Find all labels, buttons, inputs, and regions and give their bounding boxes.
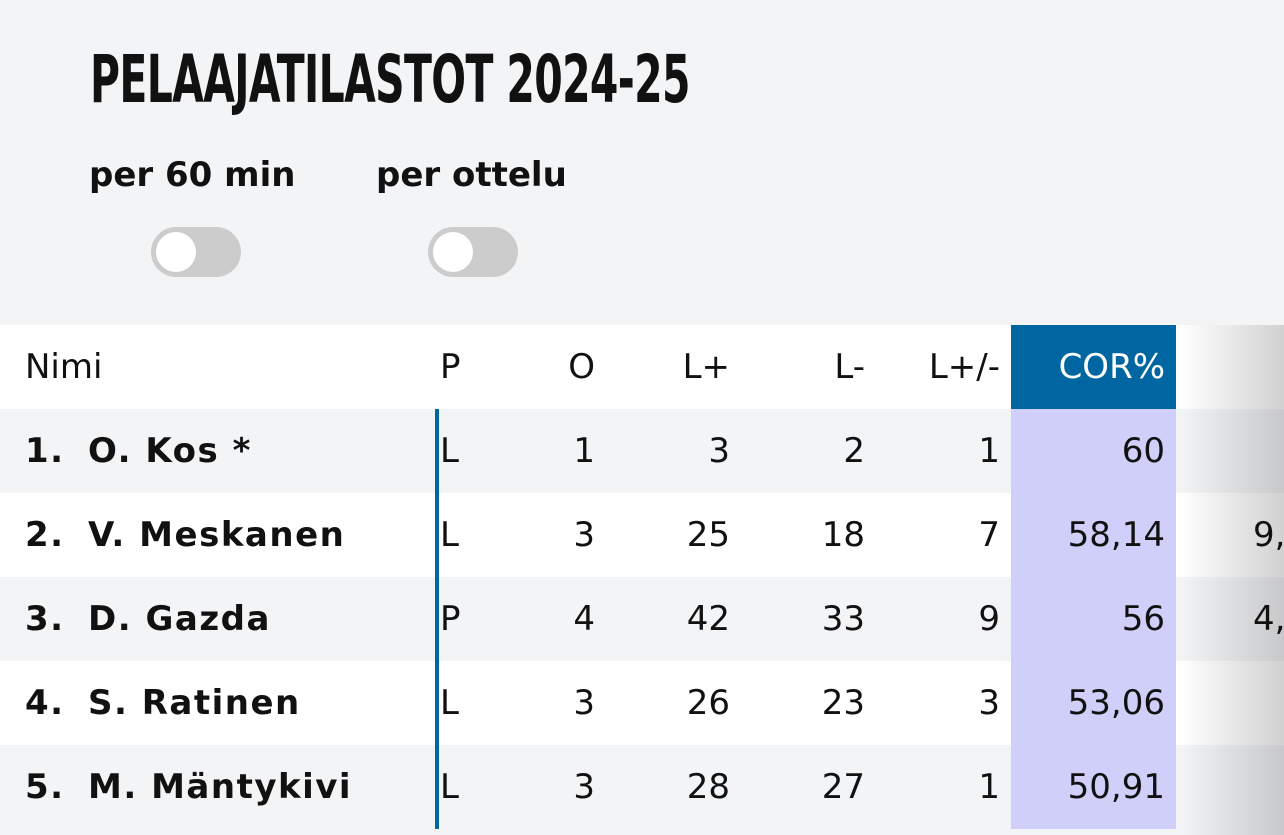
column-header: Nimi — [25, 347, 103, 387]
cell-plus: 25 — [686, 515, 730, 555]
cell-minus: 33 — [821, 599, 865, 639]
cell-cor: 56 — [1121, 599, 1165, 639]
cell-next: 9, — [1253, 515, 1284, 555]
highlight-header — [1011, 325, 1176, 409]
cell-name[interactable]: M. Mäntykivi — [88, 767, 353, 807]
cell-games: 3 — [573, 515, 595, 555]
cell-plus: 3 — [708, 431, 730, 471]
cell-next: 4, — [1253, 599, 1284, 639]
cell-position: L — [440, 683, 459, 723]
cell-plus: 28 — [686, 767, 730, 807]
cell-cor: 50,91 — [1067, 767, 1165, 807]
toggle-switch[interactable] — [428, 227, 518, 277]
column-header: COR% — [1058, 347, 1165, 387]
cell-minus: 18 — [821, 515, 865, 555]
cell-diff: 3 — [978, 683, 1000, 723]
highlight-column — [1011, 409, 1176, 829]
column-header: L+/- — [928, 347, 1000, 387]
cell-position: L — [440, 767, 459, 807]
cell-minus: 23 — [821, 683, 865, 723]
cell-position: L — [440, 515, 459, 555]
cell-diff: 1 — [978, 767, 1000, 807]
cell-position: L — [440, 431, 459, 471]
cell-diff: 1 — [978, 431, 1000, 471]
column-header: L+ — [682, 347, 730, 387]
divider — [435, 409, 439, 829]
cell-diff: 7 — [978, 515, 1000, 555]
cell-cor: 58,14 — [1067, 515, 1165, 555]
cell-name[interactable]: S. Ratinen — [88, 683, 301, 723]
cell-rank: 4. — [25, 683, 65, 723]
cell-games: 1 — [573, 431, 595, 471]
cell-diff: 9 — [978, 599, 1000, 639]
toggle-knob — [433, 232, 473, 272]
cell-plus: 42 — [686, 599, 730, 639]
cell-games: 4 — [573, 599, 595, 639]
cell-minus: 2 — [843, 431, 865, 471]
cell-rank: 2. — [25, 515, 65, 555]
cell-rank: 3. — [25, 599, 65, 639]
cell-plus: 26 — [686, 683, 730, 723]
column-header: L- — [834, 347, 865, 387]
cell-position: P — [440, 599, 461, 639]
toggle-label: per 60 min — [89, 155, 296, 195]
scroll-shadow — [1180, 325, 1284, 835]
column-header: P — [440, 347, 461, 387]
cell-rank: 5. — [25, 767, 65, 807]
cell-name[interactable]: V. Meskanen — [88, 515, 346, 555]
cell-games: 3 — [573, 683, 595, 723]
cell-name[interactable]: O. Kos * — [88, 431, 252, 471]
toggle-knob — [156, 232, 196, 272]
cell-cor: 60 — [1121, 431, 1165, 471]
page-title: PELAAJATILASTOT 2024-25 — [90, 41, 690, 118]
toggle-label: per ottelu — [376, 155, 567, 195]
toggle-switch[interactable] — [151, 227, 241, 277]
cell-cor: 53,06 — [1067, 683, 1165, 723]
cell-name[interactable]: D. Gazda — [88, 599, 271, 639]
cell-rank: 1. — [25, 431, 65, 471]
column-header: O — [568, 347, 595, 387]
cell-games: 3 — [573, 767, 595, 807]
cell-minus: 27 — [821, 767, 865, 807]
